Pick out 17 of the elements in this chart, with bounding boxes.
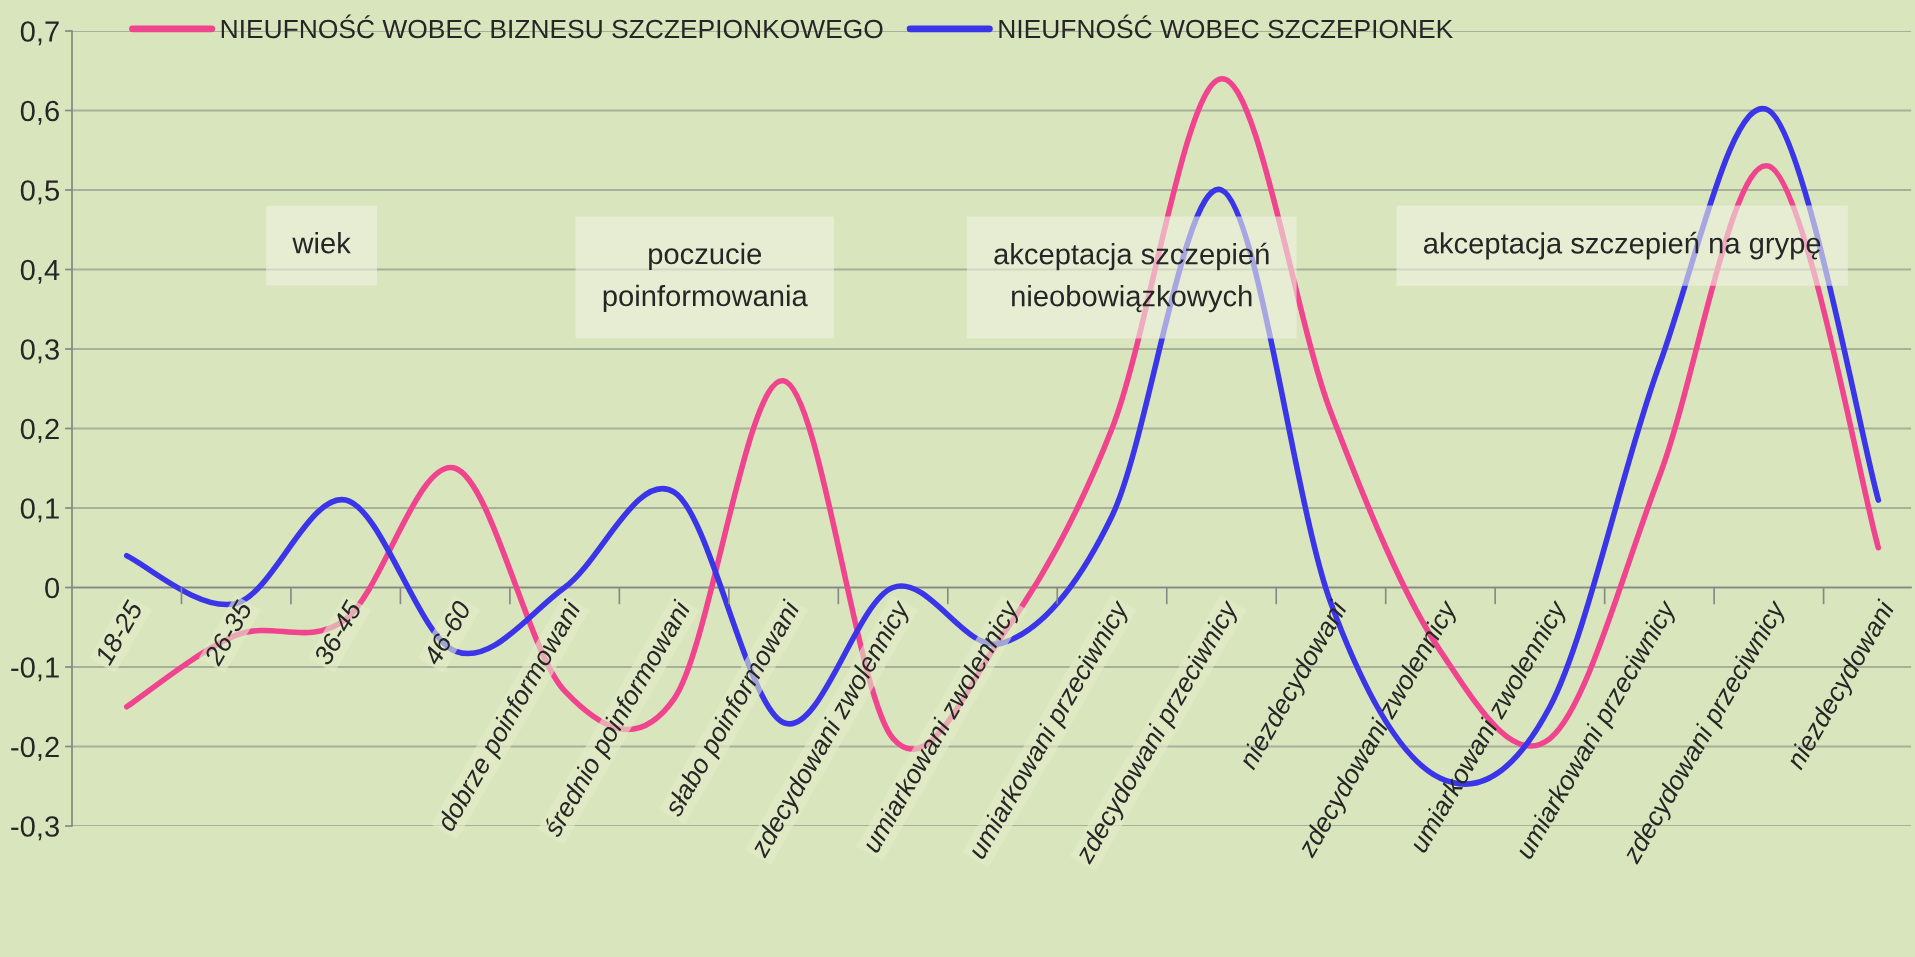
y-tick-label: 0,3 (20, 339, 59, 364)
annotation: akceptacja szczepień na grypę (1423, 231, 1821, 260)
y-tick-label: 0 (45, 577, 60, 599)
legend-label: NIEUFNOŚĆ WOBEC BIZNESU SZCZEPIONKOWEGO (221, 14, 883, 39)
annotation: poczucie poinformowania (603, 242, 808, 313)
y-tick-label: 0,1 (20, 498, 59, 523)
y-tick-label: -0,3 (11, 816, 59, 841)
y-tick-label: 0,7 (20, 21, 59, 46)
y-tick-label: 0,2 (20, 418, 59, 443)
y-tick-label: 0,5 (20, 180, 59, 205)
annotation: wiek (292, 232, 351, 254)
y-tick-label: 0,6 (20, 100, 59, 125)
y-tick-label: 0,4 (20, 259, 60, 284)
annotation: akceptacja szczepień nieobowiązkowych (994, 242, 1269, 313)
legend-label: NIEUFNOŚĆ WOBEC SZCZEPIONEK (999, 14, 1453, 39)
y-tick-label: -0,2 (11, 736, 59, 761)
y-tick-label: -0,1 (11, 657, 59, 682)
